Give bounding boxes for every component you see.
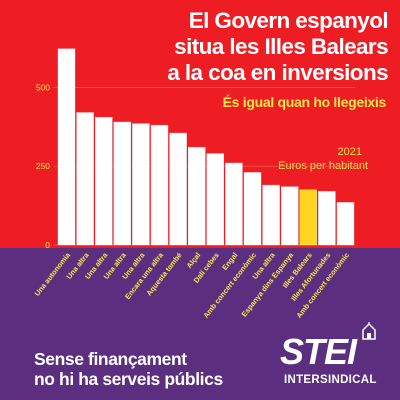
title-line: a la coa en inversions	[167, 60, 388, 85]
bar	[94, 117, 113, 246]
bar	[187, 147, 206, 246]
bar	[76, 112, 94, 246]
title-line: El Govern espanyol	[188, 8, 389, 33]
category-label: Alçal	[184, 251, 202, 270]
bar	[113, 121, 132, 246]
bar	[281, 186, 299, 246]
stei-logo: STEI INTERSINDICAL	[276, 322, 388, 392]
title-line: situa les Illes Balears	[174, 34, 388, 59]
bottom-band	[0, 248, 400, 400]
poster-subtitle: És igual quan ho llegeixis	[222, 94, 387, 110]
bar	[225, 162, 243, 246]
slogan-line: Sense finançament	[34, 349, 187, 369]
bar	[299, 189, 317, 246]
y-tick-label: 500	[36, 82, 50, 92]
logo-subtitle: INTERSINDICAL	[284, 374, 377, 386]
slogan: Sense finançament no hi ha serveis públi…	[34, 349, 223, 389]
bar	[262, 184, 280, 246]
bar	[243, 172, 262, 246]
year-label: 2021	[337, 146, 362, 158]
bar	[169, 132, 187, 246]
y-tick-label: 250	[36, 161, 50, 171]
bar	[132, 123, 150, 246]
bar	[57, 48, 76, 246]
bar	[318, 191, 336, 246]
y-tick-label: 0	[45, 240, 50, 250]
bar	[336, 202, 355, 246]
house-icon	[362, 322, 376, 340]
poster-title: El Govern espanyol situa les Illes Balea…	[167, 8, 388, 86]
slogan-line: no hi ha serveis públics	[34, 369, 223, 389]
bar	[150, 124, 169, 246]
bar	[206, 153, 225, 246]
logo-name: STEI	[280, 331, 357, 372]
